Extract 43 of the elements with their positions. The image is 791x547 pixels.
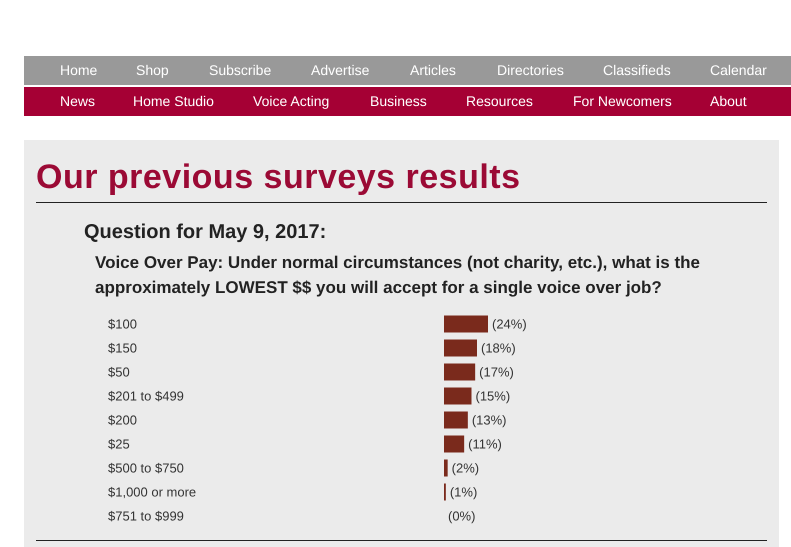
text: Voice Acting xyxy=(253,93,330,109)
text: About xyxy=(710,93,747,109)
text: Calendar xyxy=(710,62,767,78)
bar xyxy=(444,388,472,404)
y-tick-label: $25 xyxy=(108,436,130,452)
y-tick-label: $1,000 or more xyxy=(108,484,196,500)
text: For Newcomers xyxy=(573,93,672,109)
data-label: (15%) xyxy=(476,388,510,404)
y-tick-label: $100 xyxy=(108,316,137,332)
text: Subscribe xyxy=(209,62,272,78)
text: Directories xyxy=(497,62,564,78)
bar xyxy=(444,436,464,452)
data-label: (24%) xyxy=(492,316,527,332)
text: Articles xyxy=(410,62,456,78)
bar xyxy=(444,412,468,428)
text: Advertise xyxy=(311,62,370,78)
data-label: (18%) xyxy=(481,340,516,356)
y-tick-label: $751 to $999 xyxy=(108,508,184,524)
chart-title: Our previous surveys results xyxy=(36,158,521,196)
text: Question for May 9, 2017: xyxy=(84,220,326,244)
data-label: (0%) xyxy=(448,508,476,524)
y-tick-label: $150 xyxy=(108,340,137,356)
text: Shop xyxy=(136,62,169,78)
text: Voice Over Pay: Under normal circumstances (not charity, etc.), what is the approximately LOWEST $$ you will accept for a single voice over job? xyxy=(95,252,701,299)
y-tick-label: $201 to $499 xyxy=(108,388,184,404)
text: Resources xyxy=(466,93,533,109)
y-tick-label: $500 to $750 xyxy=(108,460,184,476)
data-label: (11%) xyxy=(468,436,502,452)
y-tick-label: $200 xyxy=(108,412,137,428)
y-tick-label: $50 xyxy=(108,364,130,380)
bar xyxy=(444,316,488,332)
data-label: (2%) xyxy=(452,460,480,476)
bar xyxy=(444,460,448,476)
bar xyxy=(444,340,477,356)
bar xyxy=(444,364,476,380)
text: Home Studio xyxy=(133,93,214,109)
data-label: (17%) xyxy=(479,364,514,380)
data-label: (1%) xyxy=(450,484,478,500)
data-label: (13%) xyxy=(472,412,507,428)
text: Classifieds xyxy=(603,62,671,78)
text: Home xyxy=(60,62,98,78)
text: News xyxy=(60,93,96,109)
text: Business xyxy=(370,93,427,109)
